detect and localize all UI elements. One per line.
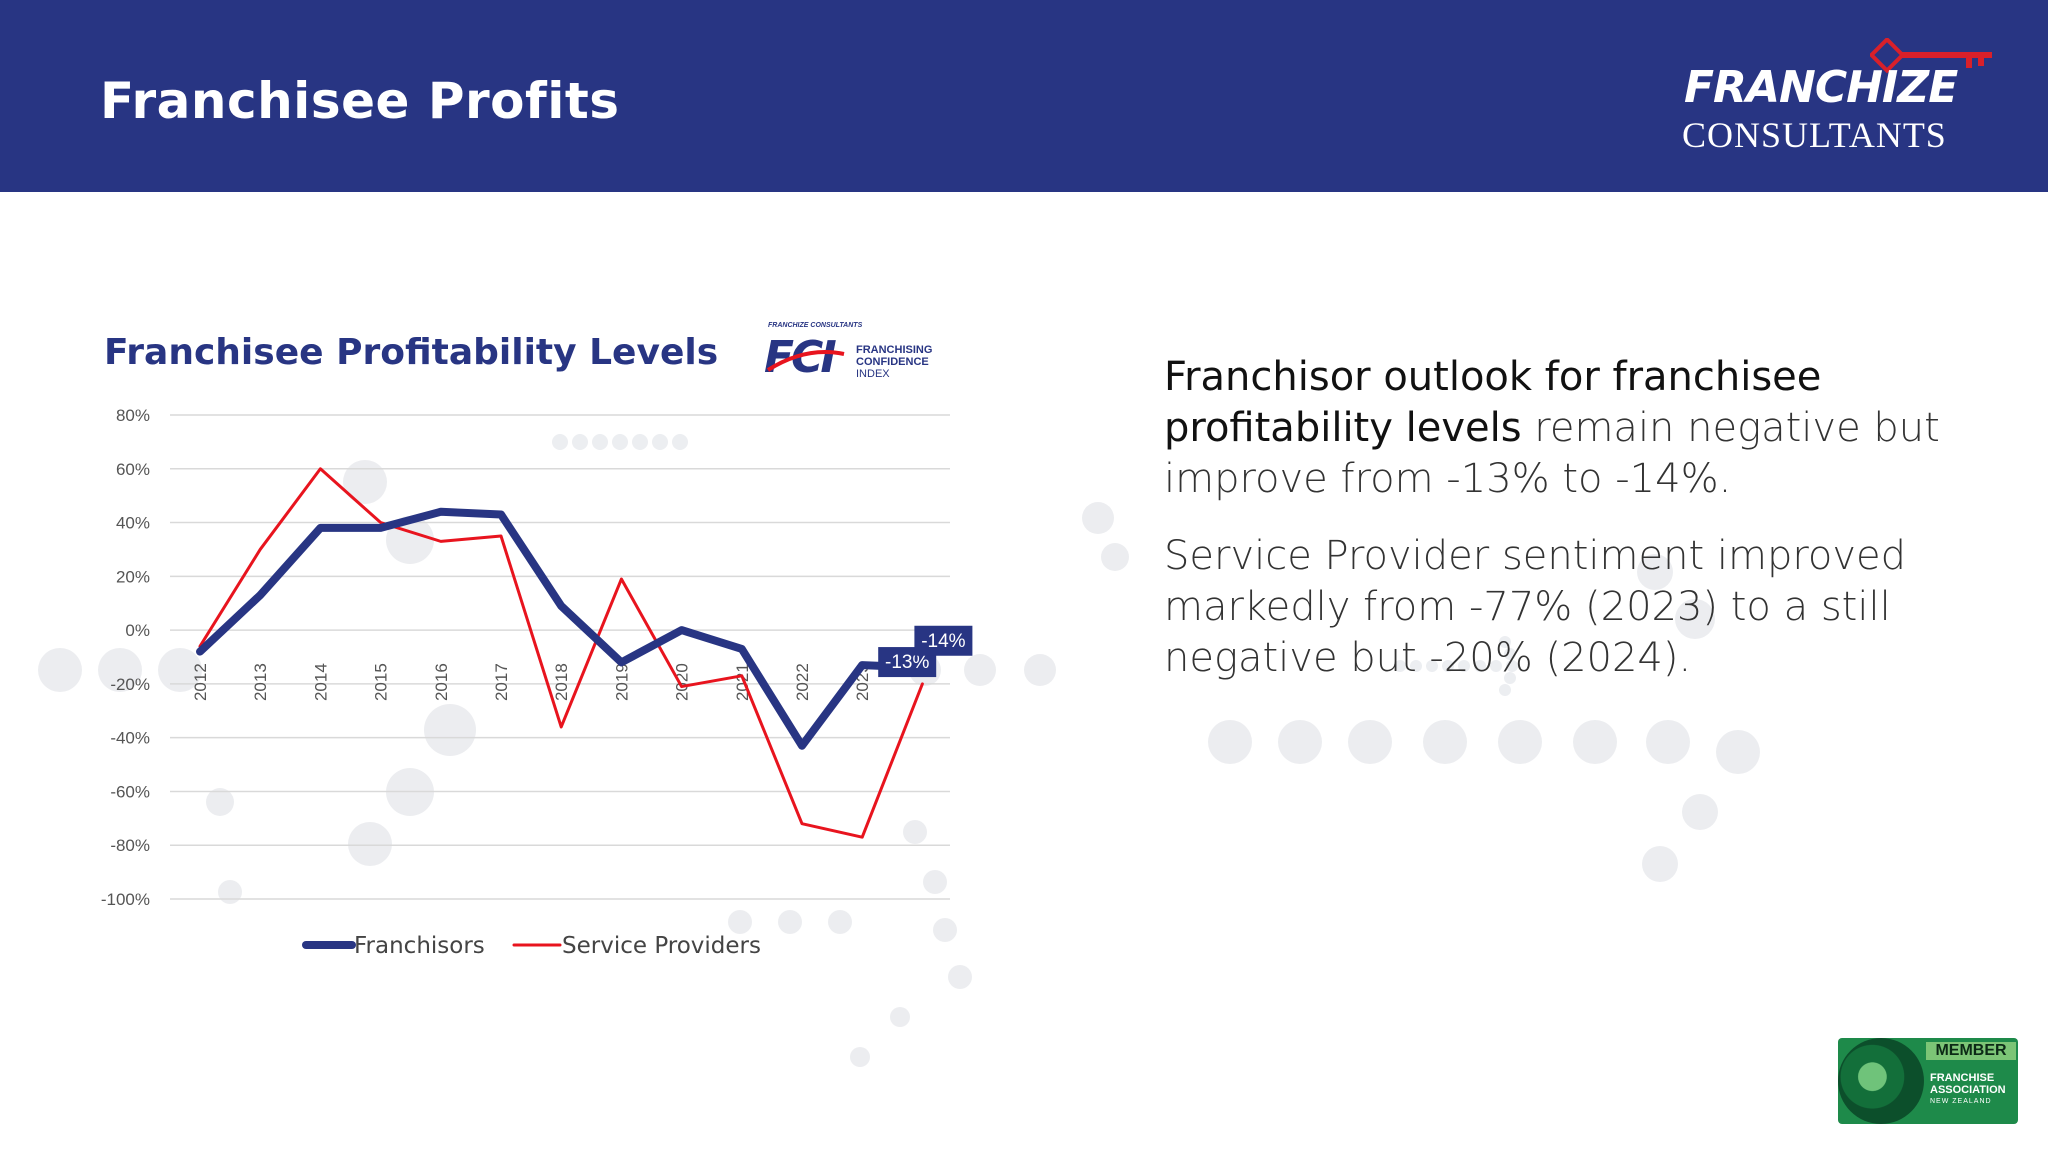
x-tick-label: 2014 — [311, 663, 330, 701]
profitability-line-chart: 80% 60% 40% 20% 0% -20% -40% -60% -80% -100% 2012 2… — [101, 406, 973, 959]
y-tick-label: 20% — [116, 567, 150, 586]
org-line-2: ASSOCIATION — [1930, 1084, 2006, 1096]
franchize-consultants-logo: FRANCHIZE CONSULTANTS — [1660, 38, 2000, 158]
brand-subtitle: CONSULTANTS — [1682, 115, 1947, 155]
key-icon — [1870, 38, 1992, 74]
background-arrow-decoration — [38, 434, 1760, 1067]
slide-title: Franchisee Profits — [100, 72, 620, 130]
data-label-box — [914, 625, 973, 656]
commentary-emphasis: Franchisor outlook for franchisee profit… — [1164, 354, 1822, 451]
fanz-emblem-icon — [1838, 1038, 1924, 1124]
x-tick-label: 2012 — [191, 663, 210, 701]
member-org-name: FRANCHISE ASSOCIATION NEW ZEALAND — [1930, 1072, 2016, 1108]
brand-wordmark: FRANCHIZE — [1684, 62, 1958, 113]
y-tick-label: 40% — [116, 514, 150, 533]
fci-line-1: FRANCHISING — [856, 344, 933, 356]
y-tick-label: 0% — [125, 621, 150, 640]
fci-line-2: CONFIDENCE — [856, 356, 929, 368]
fci-logo-mark: FCI — [764, 332, 837, 383]
fci-logo: FRANCHIZE CONSULTANTS FCI FRANCHISING CO… — [764, 322, 944, 384]
legend-label: Franchisors — [354, 933, 485, 959]
commentary-rest: remain negative but improve from -13% to… — [1164, 405, 1940, 502]
y-tick-label: 80% — [116, 406, 150, 425]
legend-label: Service Providers — [562, 933, 761, 959]
fci-swoosh-icon — [766, 350, 845, 372]
x-tick-label: 2013 — [251, 663, 270, 701]
x-tick-label: 2022 — [793, 663, 812, 701]
fci-line-3: INDEX — [856, 368, 890, 380]
data-label: -13% — [885, 652, 929, 673]
commentary-text: Franchisor outlook for franchisee profit… — [1164, 352, 1954, 710]
y-tick-label: -100% — [101, 890, 150, 909]
org-line-1: FRANCHISE — [1930, 1072, 1995, 1084]
x-tick-label: 2018 — [552, 663, 571, 701]
y-tick-label: -40% — [110, 729, 150, 748]
member-badge: MEMBER FRANCHISE ASSOCIATION NEW ZEALAND — [1838, 1038, 2018, 1124]
commentary-paragraph-1: Franchisor outlook for franchisee profit… — [1164, 352, 1954, 505]
x-tick-label: 2017 — [492, 663, 511, 701]
series-line — [196, 507, 927, 750]
y-tick-label: 60% — [116, 460, 150, 479]
data-label: -14% — [921, 631, 965, 652]
y-tick-label: -60% — [110, 782, 150, 801]
member-label: MEMBER — [1926, 1042, 2016, 1060]
fci-logo-small-text: FRANCHIZE CONSULTANTS — [768, 322, 863, 329]
org-line-3: NEW ZEALAND — [1930, 1098, 1992, 1105]
x-tick-label: 2015 — [372, 663, 391, 701]
chart-title: Franchisee Profitability Levels — [104, 332, 719, 373]
x-tick-label: 2016 — [432, 663, 451, 701]
y-tick-label: -80% — [110, 836, 150, 855]
x-tick-label: 2020 — [673, 663, 692, 701]
fci-logo-text: FRANCHISING CONFIDENCE INDEX — [856, 344, 946, 380]
commentary-paragraph-2: Service Provider sentiment improved mark… — [1164, 533, 1907, 681]
x-tick-label: 2019 — [612, 663, 631, 701]
header-banner: Franchisee Profits FRANCHIZE CONSULTANTS — [0, 0, 2048, 192]
y-tick-label: -20% — [110, 675, 150, 694]
series-line — [198, 467, 924, 839]
